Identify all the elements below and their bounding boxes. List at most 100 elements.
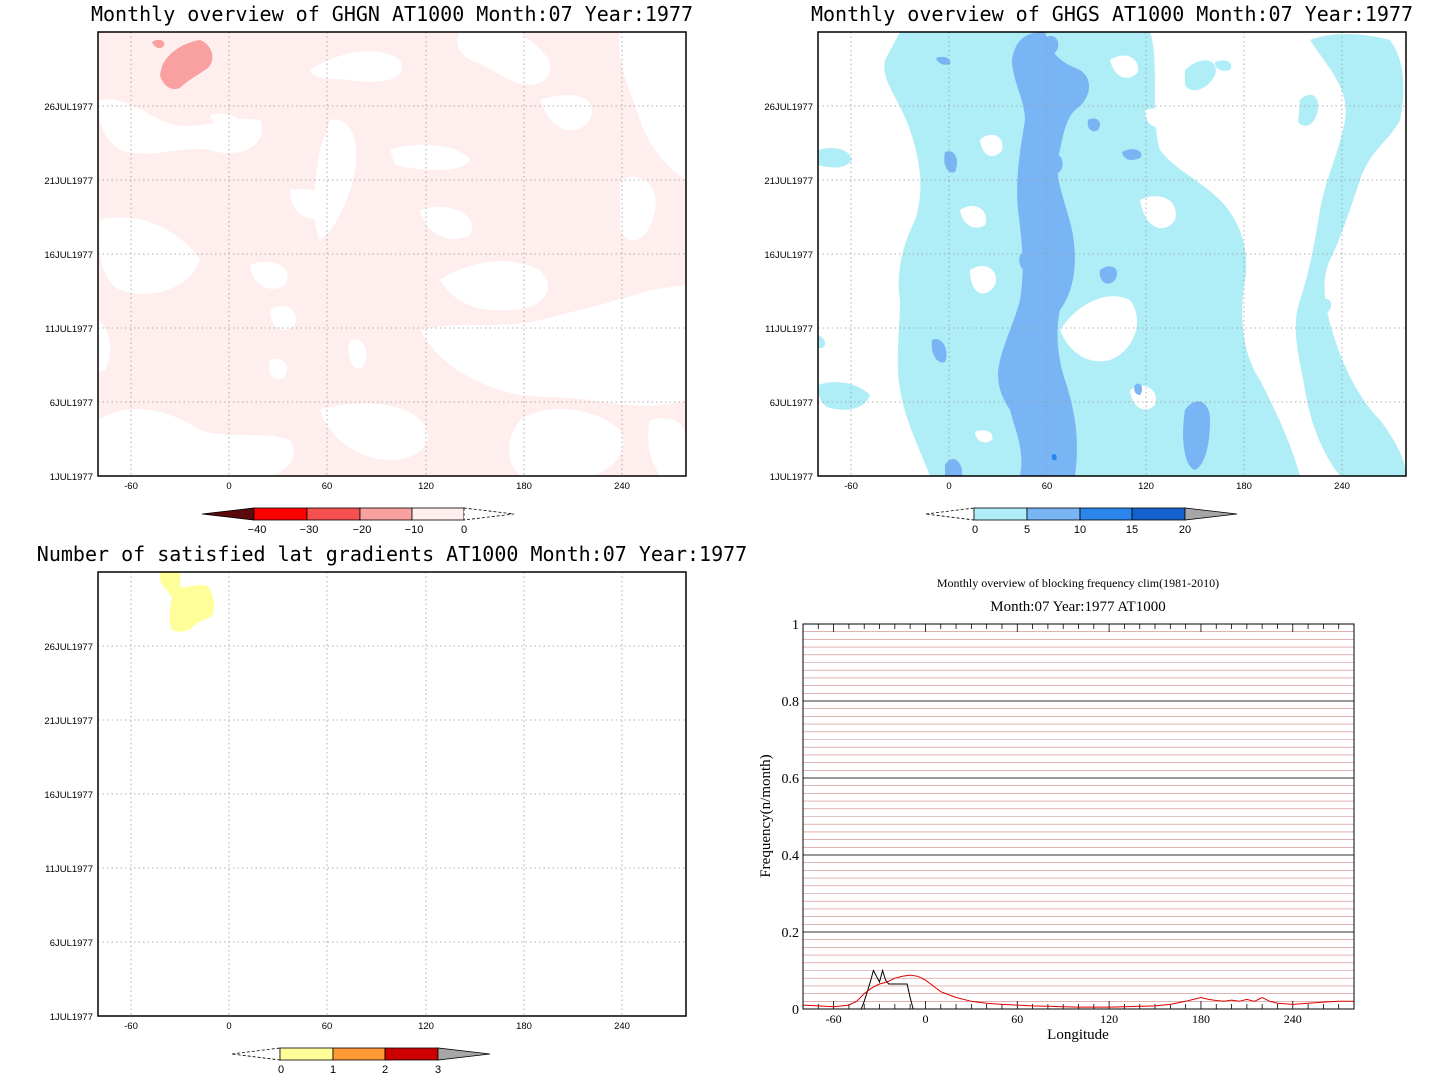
colorbar-swatch bbox=[1026, 507, 1081, 521]
x-tick-label: 240 bbox=[1284, 1012, 1302, 1026]
line-plot-x-tick-labels: -60 0 60 120 180 240 bbox=[826, 1012, 1302, 1026]
y-tick-label: 11JUL1977 bbox=[45, 324, 93, 335]
ghgs-y-ticks: 1JUL1977 6JUL1977 11JUL1977 16JUL1977 21… bbox=[764, 102, 813, 483]
colorbar-tick-label: −20 bbox=[353, 524, 372, 536]
colorbar-tick-label: 10 bbox=[1074, 524, 1086, 536]
line-plot-subtitle: Month:07 Year:1977 AT1000 bbox=[990, 599, 1165, 615]
y-tick-label: 21JUL1977 bbox=[764, 176, 813, 187]
panel-ghgn: Monthly overview of GHGN AT1000 Month:07… bbox=[44, 2, 693, 536]
y-tick-label: 1 bbox=[792, 618, 799, 633]
x-tick-label: -60 bbox=[826, 1012, 842, 1026]
colorbar-swatch bbox=[279, 1047, 334, 1061]
y-tick-label: 21JUL1977 bbox=[44, 716, 93, 727]
colorbar-tick-label: 5 bbox=[1024, 524, 1030, 536]
x-tick-label: 0 bbox=[226, 1021, 231, 1032]
colorbar-swatch bbox=[411, 507, 465, 521]
x-tick-label: -60 bbox=[844, 481, 858, 492]
x-tick-label: 0 bbox=[922, 1012, 928, 1026]
line-plot-gridlines bbox=[803, 631, 1354, 1002]
colorbar-tick-label: −10 bbox=[405, 524, 424, 536]
lat-gradients-contour-fill bbox=[160, 572, 215, 632]
colorbar-tick-label: 1 bbox=[330, 1064, 336, 1076]
y-tick-label: 16JUL1977 bbox=[44, 250, 93, 261]
line-plot-series bbox=[802, 968, 1354, 1010]
x-tick-label: 0 bbox=[226, 481, 231, 492]
colorbar-swatch bbox=[332, 1047, 386, 1061]
line-plot-y-axis-label: Frequency(n/month) bbox=[758, 754, 774, 877]
x-tick-label: 0 bbox=[946, 481, 951, 492]
x-tick-label: 60 bbox=[322, 481, 333, 492]
y-tick-label: 16JUL1977 bbox=[764, 250, 813, 261]
x-tick-label: 60 bbox=[1011, 1012, 1023, 1026]
x-tick-label: 120 bbox=[1138, 481, 1154, 492]
colorbar-swatch bbox=[1131, 507, 1186, 521]
colorbar-swatch bbox=[973, 507, 1028, 521]
y-tick-label: 1JUL1977 bbox=[770, 472, 813, 483]
y-tick-label: 11JUL1977 bbox=[45, 864, 93, 875]
y-tick-label: 21JUL1977 bbox=[44, 176, 93, 187]
line-plot-y-tick-labels: 0 0.2 0.4 0.6 0.8 1 bbox=[782, 618, 800, 1018]
lat-gradients-frame bbox=[97, 571, 687, 1017]
ghgs-x-ticks: -60 0 60 120 180 240 bbox=[844, 481, 1350, 492]
colorbar-tick-label: 0 bbox=[278, 1064, 284, 1076]
x-tick-label: -60 bbox=[124, 481, 138, 492]
y-tick-label: 1JUL1977 bbox=[50, 1012, 93, 1023]
colorbar-tick-label: 3 bbox=[435, 1064, 441, 1076]
ghgs-gridlines bbox=[818, 32, 1406, 476]
colorbar-tick-label: 0 bbox=[972, 524, 978, 536]
y-tick-label: 6JUL1977 bbox=[770, 398, 813, 409]
x-tick-label: 240 bbox=[1334, 481, 1350, 492]
lat-gradients-gridlines bbox=[98, 572, 686, 1016]
lat-gradients-x-ticks: -60 0 60 120 180 240 bbox=[124, 1021, 630, 1032]
ghgs-colorbar: 0 5 10 15 20 bbox=[925, 507, 1238, 536]
line-plot-title: Monthly overview of blocking frequency c… bbox=[937, 576, 1219, 590]
x-tick-label: 120 bbox=[1100, 1012, 1118, 1026]
x-tick-label: 240 bbox=[614, 1021, 630, 1032]
y-tick-label: 11JUL1977 bbox=[765, 324, 813, 335]
colorbar-swatch bbox=[463, 507, 515, 521]
colorbar-swatch bbox=[1079, 507, 1133, 521]
ghgs-frame bbox=[817, 31, 1407, 477]
ghgn-x-ticks: -60 0 60 120 180 240 bbox=[124, 481, 630, 492]
x-tick-label: -60 bbox=[124, 1021, 138, 1032]
y-tick-label: 26JUL1977 bbox=[764, 102, 813, 113]
panel-lat-gradients-title: Number of satisfied lat gradients AT1000… bbox=[37, 542, 747, 566]
y-tick-label: 0.2 bbox=[782, 926, 800, 941]
x-tick-label: 180 bbox=[516, 1021, 532, 1032]
colorbar-swatch bbox=[925, 507, 975, 521]
colorbar-tick-label: 20 bbox=[1179, 524, 1191, 536]
colorbar-swatch bbox=[253, 507, 308, 521]
colorbar-swatch bbox=[1184, 507, 1238, 521]
x-tick-label: 180 bbox=[1192, 1012, 1210, 1026]
x-tick-label: 60 bbox=[322, 1021, 333, 1032]
lat-gradients-y-ticks: 1JUL1977 6JUL1977 11JUL1977 16JUL1977 21… bbox=[44, 642, 93, 1023]
panel-ghgs: Monthly overview of GHGS AT1000 Month:07… bbox=[764, 2, 1413, 536]
y-tick-label: 1JUL1977 bbox=[50, 472, 93, 483]
colorbar-tick-label: 0 bbox=[461, 524, 467, 536]
series-line-black bbox=[803, 968, 1354, 1010]
x-tick-label: 120 bbox=[418, 1021, 434, 1032]
y-tick-label: 26JUL1977 bbox=[44, 642, 93, 653]
panel-ghgn-title: Monthly overview of GHGN AT1000 Month:07… bbox=[91, 2, 693, 26]
x-tick-label: 240 bbox=[614, 481, 630, 492]
x-tick-label: 60 bbox=[1042, 481, 1053, 492]
x-tick-label: 120 bbox=[418, 481, 434, 492]
panel-lat-gradients: Number of satisfied lat gradients AT1000… bbox=[37, 542, 747, 1076]
colorbar-swatch bbox=[384, 1047, 439, 1061]
y-tick-label: 0.4 bbox=[782, 849, 800, 864]
ghgn-y-ticks: 1JUL1977 6JUL1977 11JUL1977 16JUL1977 21… bbox=[44, 102, 93, 483]
ghgn-gridlines bbox=[98, 32, 686, 476]
line-plot-ticks bbox=[802, 624, 1355, 1009]
y-tick-label: 0 bbox=[792, 1003, 799, 1018]
colorbar-swatch bbox=[437, 1047, 491, 1061]
lat-gradients-colorbar: 0 1 2 3 bbox=[231, 1047, 491, 1076]
colorbar-swatch bbox=[359, 507, 413, 521]
y-tick-label: 6JUL1977 bbox=[50, 398, 93, 409]
line-plot-x-axis-label: Longitude bbox=[1047, 1027, 1109, 1043]
colorbar-swatch bbox=[231, 1047, 281, 1061]
line-plot-frame bbox=[802, 623, 1355, 1010]
colorbar-swatch bbox=[201, 507, 255, 521]
panel-ghgs-title: Monthly overview of GHGS AT1000 Month:07… bbox=[811, 2, 1413, 26]
colorbar-tick-label: 15 bbox=[1126, 524, 1138, 536]
